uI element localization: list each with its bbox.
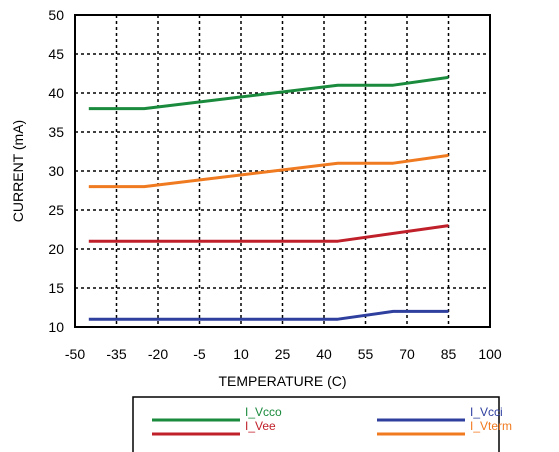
plot-frame [74, 14, 491, 328]
legend-label-i-vcco: I_Vcco [245, 405, 282, 419]
y-axis-label: CURRENT (mA) [10, 120, 26, 222]
legend-label-i-vcci: I_Vcci [470, 405, 503, 419]
x-tick-labels: -50 -35 -20 -5 10 25 40 55 70 85 100 [65, 346, 502, 362]
x-axis-label: TEMPERATURE (C) [218, 373, 346, 389]
x-tick-label: 40 [316, 346, 332, 362]
x-tick-label: -20 [148, 346, 168, 362]
x-tick-label: 100 [478, 346, 502, 362]
x-tick-label: -5 [193, 346, 206, 362]
y-tick-label: 30 [48, 163, 64, 179]
x-tick-label: -35 [106, 346, 126, 362]
y-tick-label: 15 [48, 280, 64, 296]
x-tick-label: -50 [65, 346, 85, 362]
series-line-i-vee [88, 224, 449, 243]
y-tick-label: 40 [48, 85, 64, 101]
legend: I_Vcco I_Vcci I_Vee I_Vterm [132, 396, 512, 452]
series-line-i-vcci [88, 309, 449, 321]
y-tick-label: 45 [48, 46, 64, 62]
x-tick-label: 70 [399, 346, 415, 362]
x-tick-label: 10 [233, 346, 249, 362]
series-lines [88, 75, 449, 321]
series-line-i-vcco [88, 75, 449, 111]
legend-label-i-vee: I_Vee [245, 419, 276, 433]
x-tick-label: 25 [275, 346, 291, 362]
legend-box [132, 396, 500, 452]
y-tick-label: 20 [48, 241, 64, 257]
x-tick-label: 85 [441, 346, 457, 362]
y-tick-label: 25 [48, 202, 64, 218]
y-tick-label: 50 [48, 7, 64, 23]
y-tick-labels: 10 15 20 25 30 35 40 45 50 [48, 7, 64, 335]
y-tick-label: 10 [48, 319, 64, 335]
series-line-i-vterm [88, 153, 449, 189]
y-tick-label: 35 [48, 124, 64, 140]
x-tick-label: 55 [358, 346, 374, 362]
grid-lines [75, 15, 490, 327]
legend-label-i-vterm: I_Vterm [470, 419, 512, 433]
